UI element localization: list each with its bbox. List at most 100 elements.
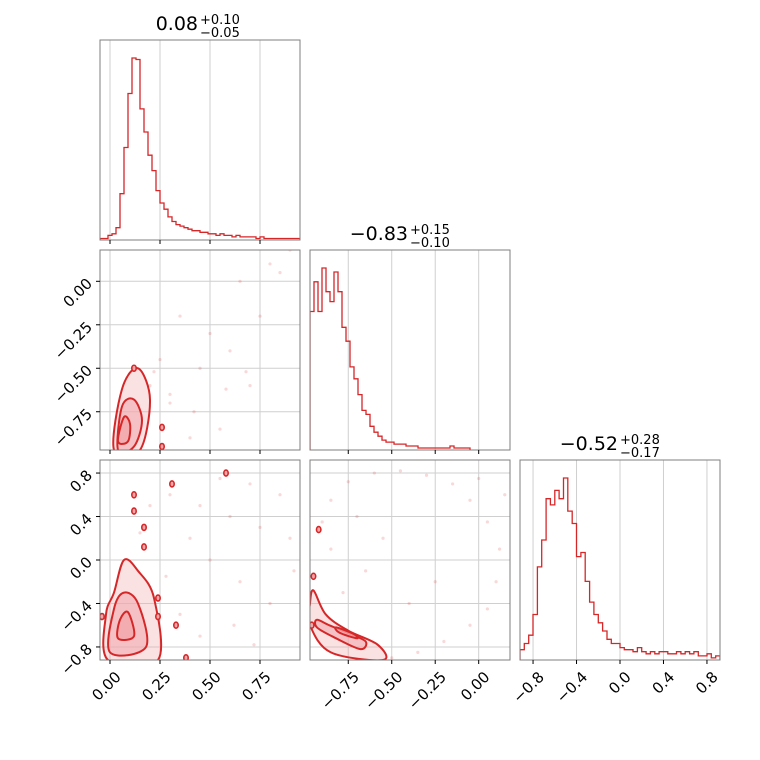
sample-point bbox=[329, 547, 333, 551]
histogram-title-minus-error: −0.05 bbox=[200, 26, 240, 41]
sample-point bbox=[188, 436, 192, 440]
histogram-title-median: −0.52 bbox=[560, 433, 618, 455]
sample-point bbox=[364, 569, 368, 573]
x-tick-label: −0.75 bbox=[318, 668, 363, 713]
sample-point bbox=[329, 498, 333, 502]
contour-content bbox=[100, 469, 296, 660]
sample-point bbox=[232, 623, 236, 627]
contour-island bbox=[169, 480, 176, 488]
contour-island bbox=[159, 442, 165, 450]
contour-panel-1 bbox=[96, 249, 301, 454]
sample-point bbox=[238, 279, 242, 283]
histogram-panel-3: −0.52 +0.28−0.17 bbox=[519, 433, 721, 664]
contour-inner bbox=[334, 626, 359, 640]
x-tick-label: −0.4 bbox=[553, 668, 591, 706]
x-tick-label: 0.0 bbox=[605, 668, 635, 698]
contour-island bbox=[159, 423, 166, 432]
contour-panel-3 bbox=[309, 459, 511, 664]
sample-point bbox=[138, 531, 142, 535]
y-tick-label: −0.25 bbox=[51, 318, 96, 363]
sample-point bbox=[168, 401, 172, 405]
sample-point bbox=[407, 601, 411, 606]
sample-point bbox=[218, 476, 222, 481]
sample-point bbox=[192, 410, 196, 414]
contour-island bbox=[310, 621, 315, 630]
sample-point bbox=[248, 482, 252, 486]
sample-point bbox=[148, 384, 152, 388]
sample-point bbox=[208, 331, 212, 336]
sample-point bbox=[278, 493, 282, 497]
sample-point bbox=[494, 580, 498, 584]
x-tick-label: 0.00 bbox=[457, 668, 493, 704]
sample-point bbox=[398, 469, 403, 473]
histogram-frame bbox=[309, 249, 511, 451]
contour-island bbox=[173, 621, 180, 630]
sample-point bbox=[148, 504, 152, 508]
contour-outer bbox=[310, 589, 388, 660]
sample-point bbox=[442, 639, 446, 644]
sample-point bbox=[244, 370, 248, 374]
sample-point bbox=[258, 525, 262, 529]
contour-island bbox=[310, 572, 317, 581]
contour-island bbox=[141, 523, 148, 532]
sample-point bbox=[288, 536, 292, 540]
histogram-step-line bbox=[100, 57, 300, 240]
sample-point bbox=[152, 370, 156, 374]
y-tick-label: −0.75 bbox=[51, 405, 96, 450]
contour-island bbox=[131, 364, 138, 373]
x-tick-label: 0.75 bbox=[238, 668, 274, 704]
sample-point bbox=[228, 514, 232, 519]
sample-point bbox=[238, 580, 242, 584]
x-tick-label: 0.50 bbox=[188, 668, 224, 704]
sample-point bbox=[268, 601, 272, 606]
x-tick-label: −0.25 bbox=[405, 668, 450, 713]
histogram-title-minus-error: −0.10 bbox=[410, 236, 450, 251]
y-tick-label: 0.0 bbox=[66, 553, 96, 583]
sample-point bbox=[468, 498, 472, 502]
sample-point bbox=[228, 349, 232, 353]
histogram-panel-1: 0.08 +0.10−0.05 bbox=[99, 13, 301, 244]
sample-point bbox=[248, 384, 252, 388]
histogram-title-plus-error: +0.15 bbox=[410, 223, 450, 238]
sample-point bbox=[341, 591, 345, 595]
sample-point bbox=[268, 262, 272, 266]
sample-point bbox=[198, 366, 202, 370]
contour-frame bbox=[309, 459, 511, 661]
x-tick-label: −0.8 bbox=[509, 668, 547, 706]
y-tick-label: 0.8 bbox=[66, 466, 96, 496]
x-tick-label: 0.25 bbox=[138, 668, 174, 704]
histogram-title-median: −0.83 bbox=[350, 223, 408, 245]
contour-island bbox=[141, 543, 148, 551]
sample-point bbox=[178, 314, 182, 318]
sample-point bbox=[468, 623, 472, 627]
histogram-frame bbox=[99, 39, 301, 241]
y-tick-label: −0.50 bbox=[51, 362, 96, 407]
sample-point bbox=[372, 471, 376, 475]
sample-point bbox=[258, 314, 262, 318]
histogram-title-minus-error: −0.17 bbox=[620, 446, 660, 461]
sample-point bbox=[381, 536, 385, 540]
x-tick-label: −0.50 bbox=[361, 668, 406, 713]
sample-point bbox=[355, 514, 359, 519]
sample-point bbox=[168, 392, 172, 396]
sample-point bbox=[503, 493, 507, 497]
sample-point bbox=[292, 569, 296, 573]
sample-point bbox=[424, 473, 429, 477]
sample-point bbox=[485, 607, 489, 611]
contour-island bbox=[155, 612, 162, 621]
histogram-panel-2: −0.83 +0.15−0.10 bbox=[309, 223, 511, 454]
sample-point bbox=[346, 480, 350, 484]
histogram-title-plus-error: +0.10 bbox=[200, 13, 240, 28]
sample-point bbox=[198, 634, 202, 638]
histogram-step-line bbox=[520, 477, 720, 660]
x-tick-label: 0.8 bbox=[692, 668, 722, 698]
sample-point bbox=[208, 558, 212, 562]
contour-island bbox=[131, 490, 138, 499]
contour-island bbox=[183, 654, 189, 660]
contour-island bbox=[100, 612, 105, 621]
sample-point bbox=[178, 612, 182, 616]
histogram-title-median: 0.08 bbox=[156, 13, 198, 35]
sample-point bbox=[451, 482, 455, 486]
contour-island bbox=[223, 469, 230, 477]
